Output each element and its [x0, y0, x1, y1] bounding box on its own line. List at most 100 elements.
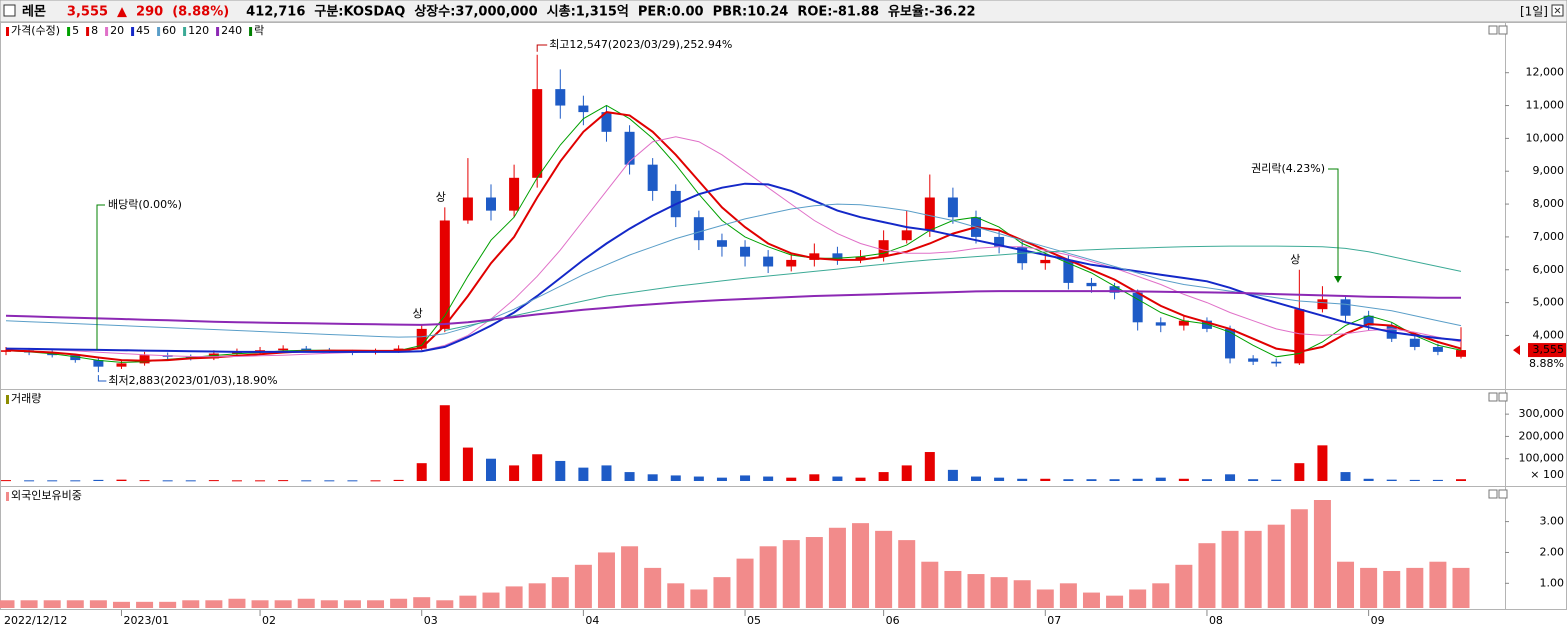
candle-body	[832, 253, 843, 260]
bar	[647, 474, 658, 481]
x-tick-label: 05	[747, 614, 761, 627]
pane-button[interactable]	[1498, 25, 1508, 35]
x-tick-label: 07	[1047, 614, 1061, 627]
bar	[93, 479, 104, 481]
bar	[1271, 479, 1282, 481]
bar	[251, 600, 269, 608]
annotation: 최저2,883(2023/01/03),18.90%	[108, 374, 277, 387]
bar	[185, 480, 196, 482]
legend-swatch	[6, 395, 9, 404]
legend-label: 5	[72, 24, 79, 37]
bar	[1340, 472, 1351, 481]
checkbox[interactable]	[3, 4, 16, 17]
header-field: 구분:KOSDAQ	[314, 5, 405, 20]
bar	[1198, 543, 1216, 608]
bar	[482, 592, 500, 608]
last-change-label: 8.88%	[1529, 357, 1564, 370]
unit-label: × 100	[1530, 468, 1564, 481]
candle-body	[1294, 309, 1305, 364]
bar	[112, 601, 130, 608]
bar	[1363, 478, 1374, 481]
bar	[182, 600, 200, 608]
bar	[1317, 445, 1328, 481]
x-tick-label: 2023/01	[123, 614, 169, 627]
bar	[486, 458, 496, 481]
candle-body	[578, 105, 589, 113]
candle-body	[624, 131, 635, 165]
ma-line	[5, 136, 1462, 358]
limit-up-marker: 상	[1290, 253, 1300, 266]
y-tick-label: 6,000	[1533, 263, 1565, 276]
candle-body	[601, 112, 612, 132]
bar	[278, 480, 289, 482]
bar	[324, 480, 335, 482]
candle-body	[532, 89, 543, 178]
last-price-box	[1528, 343, 1566, 358]
bar	[47, 480, 58, 482]
bar	[1086, 479, 1097, 481]
header-field: 290	[136, 5, 163, 20]
y-tick-label: 8,000	[1533, 197, 1565, 210]
pane-buttons	[1488, 25, 1508, 499]
annotation-pointer	[97, 375, 107, 382]
candle-body	[994, 236, 1005, 247]
header-field: ROE:-81.88	[797, 5, 879, 20]
bar	[301, 480, 312, 482]
header-field: 유보율:-36.22	[888, 4, 976, 20]
bar	[1294, 463, 1305, 481]
limit-up-marker: 상	[436, 190, 446, 203]
header-field: 레몬	[22, 5, 46, 20]
legend-swatch	[6, 492, 9, 501]
bar	[670, 475, 681, 481]
candle-body	[878, 240, 889, 257]
candle-body	[901, 230, 912, 241]
candle-body	[1132, 292, 1143, 323]
annotation: 최고12,547(2023/03/29),252.94%	[549, 38, 732, 51]
pane-button[interactable]	[1488, 489, 1498, 499]
pane-button[interactable]	[1488, 392, 1498, 402]
candle-body	[509, 177, 520, 211]
period-label[interactable]: [1일]	[1520, 5, 1548, 19]
pane-button[interactable]	[1498, 489, 1508, 499]
bar	[828, 527, 846, 608]
candle-body	[855, 256, 866, 260]
legend-swatch	[157, 27, 161, 36]
bar	[736, 558, 754, 608]
bar	[1109, 479, 1120, 481]
candle-body	[1432, 346, 1443, 352]
bar	[1063, 479, 1074, 481]
bar	[1267, 524, 1285, 608]
candle-body	[786, 259, 797, 267]
pane-button[interactable]	[1498, 392, 1508, 402]
volume-pane	[0, 389, 1567, 487]
bar	[70, 480, 81, 482]
bar	[971, 476, 981, 481]
bar	[740, 475, 751, 481]
bar	[713, 577, 731, 608]
bar	[832, 476, 843, 481]
bar	[759, 546, 777, 608]
bar	[159, 601, 177, 608]
bar	[528, 583, 546, 608]
bar	[555, 460, 566, 481]
bar	[1452, 567, 1470, 608]
candle-body	[93, 360, 104, 367]
ma-line	[444, 245, 1462, 331]
bar	[205, 600, 223, 608]
pane-button[interactable]	[1488, 25, 1498, 35]
bar	[1, 480, 11, 482]
candle-body	[809, 253, 820, 260]
y-tick-label: 200,000	[1519, 429, 1565, 442]
bar	[1152, 583, 1170, 608]
header-field: ▲	[117, 5, 127, 20]
annotation-pointer	[536, 44, 548, 52]
legend-label: 240	[221, 24, 242, 37]
y-tick-label: 100,000	[1519, 452, 1565, 465]
legend-swatch	[216, 27, 220, 36]
bar	[763, 476, 774, 481]
legend-label: 60	[162, 24, 176, 37]
candle-body	[647, 164, 658, 191]
candle-body	[139, 355, 150, 364]
bar	[390, 598, 408, 608]
bar	[320, 600, 338, 608]
